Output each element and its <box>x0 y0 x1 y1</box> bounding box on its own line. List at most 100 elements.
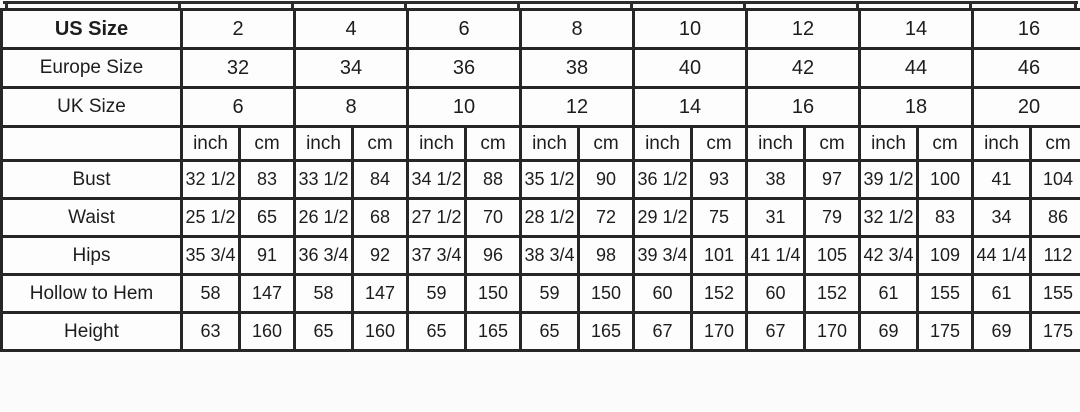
cell: 25 1/2 <box>180 197 241 238</box>
cell: 152 <box>690 273 748 314</box>
table-row-europe-size: Europe Size 32 34 36 38 40 42 44 46 <box>0 47 1080 89</box>
cell: 104 <box>1029 159 1080 200</box>
cell: 38 <box>519 47 635 89</box>
remnant-grid-tick <box>5 1 8 9</box>
remnant-grid-tick <box>630 1 633 9</box>
row-label: Hips <box>0 235 183 276</box>
cell: 65 <box>293 311 354 352</box>
cell: 90 <box>577 159 635 200</box>
cell: 36 3/4 <box>293 235 354 276</box>
cell: 35 1/2 <box>519 159 580 200</box>
cell: 165 <box>464 311 522 352</box>
cell: 10 <box>632 8 748 50</box>
row-label-empty <box>0 125 183 162</box>
cell: 39 3/4 <box>632 235 693 276</box>
cell: 160 <box>238 311 296 352</box>
cell: 75 <box>690 197 748 238</box>
cell: 6 <box>180 86 296 128</box>
cell: 20 <box>971 86 1080 128</box>
cell: 79 <box>803 197 861 238</box>
cell: 147 <box>351 273 409 314</box>
cell: 170 <box>690 311 748 352</box>
cell: 42 <box>745 47 861 89</box>
row-label: UK Size <box>0 86 183 128</box>
cell: 98 <box>577 235 635 276</box>
cell: 109 <box>916 235 974 276</box>
cell: 88 <box>464 159 522 200</box>
cell: 2 <box>180 8 296 50</box>
cell: 16 <box>971 8 1080 50</box>
cell: 69 <box>858 311 919 352</box>
cell: 6 <box>406 8 522 50</box>
table-row-us-size: US Size 2 4 6 8 10 12 14 16 <box>0 8 1080 50</box>
cell: 29 1/2 <box>632 197 693 238</box>
table-row-hollow-to-hem: Hollow to Hem 58 147 58 147 59 150 59 15… <box>0 273 1080 314</box>
unit-cell: cm <box>916 125 974 162</box>
cell: 65 <box>238 197 296 238</box>
remnant-grid-tick <box>1074 1 1077 9</box>
cell: 91 <box>238 235 296 276</box>
cell: 60 <box>632 273 693 314</box>
table-row-bust: Bust 32 1/2 83 33 1/2 84 34 1/2 88 35 1/… <box>0 159 1080 200</box>
row-label: Hollow to Hem <box>0 273 183 314</box>
table-row-units: inch cm inch cm inch cm inch cm inch cm … <box>0 125 1080 162</box>
cell: 63 <box>180 311 241 352</box>
cell: 38 3/4 <box>519 235 580 276</box>
cell: 58 <box>293 273 354 314</box>
cell: 150 <box>464 273 522 314</box>
cell: 44 1/4 <box>971 235 1032 276</box>
unit-cell: inch <box>180 125 241 162</box>
cell: 100 <box>916 159 974 200</box>
cell: 39 1/2 <box>858 159 919 200</box>
unit-cell: inch <box>745 125 806 162</box>
unit-cell: inch <box>519 125 580 162</box>
cell: 34 <box>293 47 409 89</box>
cell: 58 <box>180 273 241 314</box>
cell: 37 3/4 <box>406 235 467 276</box>
remnant-grid-tick <box>856 1 859 9</box>
cell: 10 <box>406 86 522 128</box>
row-label: Height <box>0 311 183 352</box>
remnant-grid-tick <box>404 1 407 9</box>
cell: 69 <box>971 311 1032 352</box>
cell: 41 <box>971 159 1032 200</box>
cell: 34 <box>971 197 1032 238</box>
cell: 170 <box>803 311 861 352</box>
cell: 12 <box>745 8 861 50</box>
cell: 175 <box>1029 311 1080 352</box>
cell: 152 <box>803 273 861 314</box>
cell: 27 1/2 <box>406 197 467 238</box>
row-label: Europe Size <box>0 47 183 89</box>
cell: 18 <box>858 86 974 128</box>
remnant-grid-tick <box>743 1 746 9</box>
remnant-grid-tick <box>178 1 181 9</box>
unit-cell: inch <box>293 125 354 162</box>
unit-cell: cm <box>690 125 748 162</box>
cell: 14 <box>858 8 974 50</box>
cell: 65 <box>406 311 467 352</box>
cell: 14 <box>632 86 748 128</box>
cell: 96 <box>464 235 522 276</box>
cell: 150 <box>577 273 635 314</box>
unit-cell: cm <box>238 125 296 162</box>
cell: 28 1/2 <box>519 197 580 238</box>
cell: 35 3/4 <box>180 235 241 276</box>
cell: 41 1/4 <box>745 235 806 276</box>
cell: 65 <box>519 311 580 352</box>
remnant-grid-tick <box>291 1 294 9</box>
cell: 147 <box>238 273 296 314</box>
cell: 165 <box>577 311 635 352</box>
cell: 32 1/2 <box>858 197 919 238</box>
unit-cell: inch <box>971 125 1032 162</box>
unit-cell: cm <box>803 125 861 162</box>
cell: 33 1/2 <box>293 159 354 200</box>
cell: 12 <box>519 86 635 128</box>
row-label: Waist <box>0 197 183 238</box>
unit-cell: cm <box>1029 125 1080 162</box>
size-chart-table: US Size 2 4 6 8 10 12 14 16 Europe Size … <box>0 8 1080 352</box>
cell: 175 <box>916 311 974 352</box>
cell: 26 1/2 <box>293 197 354 238</box>
cell: 34 1/2 <box>406 159 467 200</box>
unit-cell: cm <box>464 125 522 162</box>
cell: 59 <box>519 273 580 314</box>
